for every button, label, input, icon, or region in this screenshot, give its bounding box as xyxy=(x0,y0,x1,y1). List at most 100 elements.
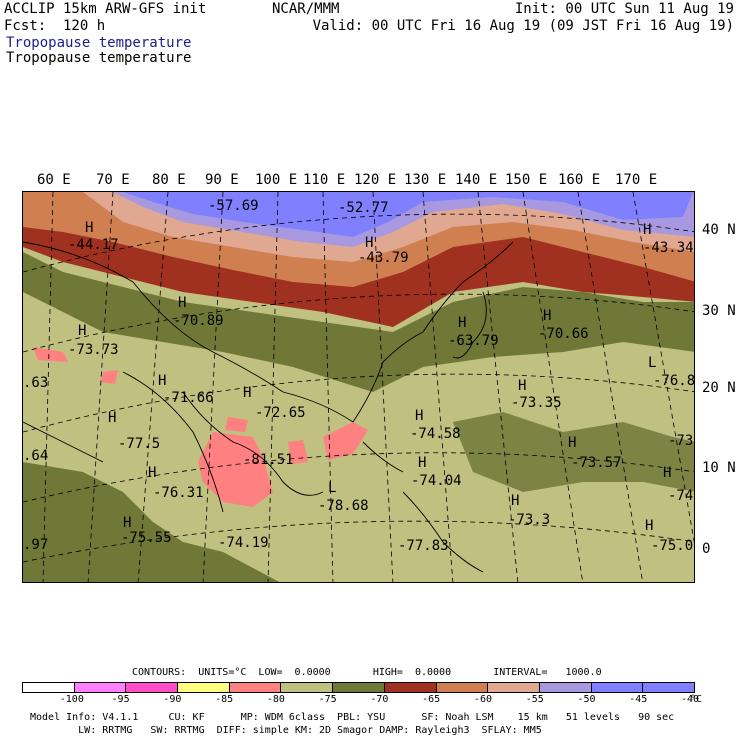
legend-swatch xyxy=(281,683,334,692)
legend-tick-label: -85 xyxy=(215,694,234,705)
extremum-value: -77.5 xyxy=(118,436,160,452)
field-olive-dark-east xyxy=(453,412,694,492)
color-legend xyxy=(22,682,695,693)
extremum-value: -73.73 xyxy=(68,342,119,358)
extremum-value: -52.77 xyxy=(338,200,389,216)
field-olive-dark-south xyxy=(23,462,280,582)
extremum-value: -73.35 xyxy=(511,395,562,411)
extremum-type: H xyxy=(543,308,551,324)
extremum-value: -44.17 xyxy=(68,237,119,253)
legend-tick-label: -70 xyxy=(370,694,389,705)
legend-tick-label: -55 xyxy=(525,694,544,705)
extremum-value: -76.31 xyxy=(153,485,204,501)
map-canvas: H -44.17 -57.69 -52.77 H -43.79 H -43.34… xyxy=(23,192,695,582)
legend-tick-label: -90 xyxy=(163,694,182,705)
extremum-value: -73.3 xyxy=(508,512,550,528)
lat-label: 20 N xyxy=(702,380,736,396)
extremum-value: -78.68 xyxy=(318,498,369,514)
legend-swatch xyxy=(333,683,385,692)
extremum-value: -63.79 xyxy=(448,333,499,349)
extremum-value: -81.51 xyxy=(243,452,294,468)
legend-swatch xyxy=(74,683,127,692)
legend-tick-label: -40 xyxy=(681,694,700,705)
legend-tick-label: -50 xyxy=(577,694,596,705)
lon-label: 80 E xyxy=(152,172,186,188)
legend-swatch xyxy=(229,683,282,692)
extremum-value: -43.79 xyxy=(358,250,409,266)
extremum-type: H xyxy=(645,518,653,534)
legend-tick-label: -100 xyxy=(59,694,84,705)
lon-label: 160 E xyxy=(558,172,601,188)
extremum-value: .64 xyxy=(23,448,48,464)
extremum-value: -70.66 xyxy=(538,326,589,342)
extremum-value: .63 xyxy=(23,375,48,391)
extremum-type: H xyxy=(148,465,156,481)
field-title-blue: Tropopause temperature xyxy=(6,35,192,51)
extremum-type: H xyxy=(365,235,373,251)
forecast-hour: Fcst: 120 h xyxy=(4,18,106,34)
extremum-type: H xyxy=(123,515,131,531)
legend-tick-label: -45 xyxy=(629,694,648,705)
extremum-type: H xyxy=(158,373,166,389)
legend-swatch xyxy=(126,683,179,692)
extremum-type: H xyxy=(518,378,526,394)
legend-tick-label: -65 xyxy=(422,694,441,705)
model-info-line1: Model Info: V4.1.1 CU: KF MP: WDM 6class… xyxy=(30,712,675,723)
lon-label: 90 E xyxy=(205,172,239,188)
extremum-value: -73.57 xyxy=(571,455,622,471)
extremum-type: H xyxy=(78,323,86,339)
lon-label: 120 E xyxy=(354,172,397,188)
extremum-value: -72.65 xyxy=(255,405,306,421)
lon-label: 100 E xyxy=(255,172,298,188)
lon-label: 130 E xyxy=(404,172,447,188)
extremum-value: -75.55 xyxy=(121,530,172,546)
model-title: ACCLIP 15km ARW-GFS init xyxy=(4,1,207,17)
lon-label: 150 E xyxy=(505,172,548,188)
extremum-type: L xyxy=(648,355,656,371)
extremum-type: H xyxy=(415,408,423,424)
legend-swatch xyxy=(539,683,592,692)
extremum-value: -74.58 xyxy=(410,426,461,442)
lon-label: 70 E xyxy=(96,172,130,188)
extremum-value: -74.04 xyxy=(411,473,462,489)
valid-time: Valid: 00 UTC Fri 16 Aug 19 (09 JST Fri … xyxy=(312,18,734,34)
legend-swatch xyxy=(436,683,489,692)
lon-label: 110 E xyxy=(303,172,346,188)
field-blue xyxy=(123,192,693,237)
init-time: Init: 00 UTC Sun 11 Aug 19 xyxy=(514,1,734,17)
extremum-type: H xyxy=(85,220,93,236)
legend-swatch xyxy=(591,683,644,692)
tropopause-temperature-map: H -44.17 -57.69 -52.77 H -43.79 H -43.34… xyxy=(22,191,695,583)
extremum-value: -74.19 xyxy=(218,535,269,551)
contours-info: CONTOURS: UNITS=°C LOW= 0.0000 HIGH= 0.0… xyxy=(132,667,602,678)
legend-unit: °C xyxy=(690,694,703,705)
lon-label: 170 E xyxy=(615,172,658,188)
extremum-value: -70.89 xyxy=(173,313,224,329)
legend-tick-label: -60 xyxy=(473,694,492,705)
legend-swatch xyxy=(643,683,694,692)
extremum-value: -77.83 xyxy=(398,538,449,554)
lat-label: 40 N xyxy=(702,222,736,238)
extremum-value: -74. xyxy=(668,488,695,504)
extremum-value: -71.66 xyxy=(163,390,214,406)
legend-tick-label: -95 xyxy=(111,694,130,705)
extremum-type: H xyxy=(663,465,671,481)
extremum-type: H xyxy=(418,455,426,471)
extrema-labels: H -44.17 -57.69 -52.77 H -43.79 H -43.34… xyxy=(23,198,695,554)
legend-swatch xyxy=(23,683,75,692)
extremum-value: -75.05 xyxy=(651,538,695,554)
field-salmon-patches xyxy=(33,347,368,507)
legend-tick-label: -80 xyxy=(266,694,285,705)
lat-label: 0 xyxy=(702,541,711,557)
extremum-value: -76.86 xyxy=(653,373,695,389)
org-label: NCAR/MMM xyxy=(272,1,340,17)
extremum-type: H xyxy=(643,222,651,238)
lat-label: 10 N xyxy=(702,460,736,476)
extremum-value: -57.69 xyxy=(208,198,259,214)
lon-label: 60 E xyxy=(37,172,71,188)
extremum-type: H xyxy=(108,410,116,426)
field-title-black: Tropopause temperature xyxy=(6,50,192,66)
legend-swatch xyxy=(384,683,437,692)
extremum-value: .97 xyxy=(23,537,48,553)
extremum-type: H xyxy=(511,493,519,509)
